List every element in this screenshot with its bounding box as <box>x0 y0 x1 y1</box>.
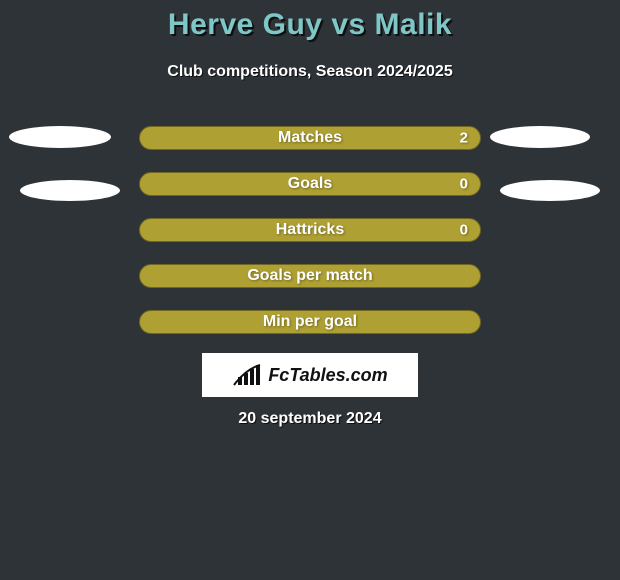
stat-bar-goals: Goals 0 <box>139 172 481 196</box>
player-left-marker <box>20 180 120 201</box>
brand-logo: FcTables.com <box>202 353 418 397</box>
stat-bar-matches: Matches 2 <box>139 126 481 150</box>
bar-chart-icon <box>232 363 262 387</box>
stat-label: Matches <box>140 129 480 147</box>
player-right-marker <box>490 126 590 148</box>
player-right-marker <box>500 180 600 201</box>
stat-value: 2 <box>460 130 468 147</box>
chart-area <box>0 0 620 580</box>
stat-label: Hattricks <box>140 221 480 239</box>
stat-value: 0 <box>460 222 468 239</box>
stat-bar-goals-per-match: Goals per match <box>139 264 481 288</box>
stat-bar-min-per-goal: Min per goal <box>139 310 481 334</box>
page-title: Herve Guy vs Malik <box>0 8 620 42</box>
footer-date: 20 september 2024 <box>0 410 620 428</box>
stat-label: Min per goal <box>140 313 480 331</box>
subtitle: Club competitions, Season 2024/2025 <box>0 63 620 81</box>
stat-label: Goals per match <box>140 267 480 285</box>
stat-value: 0 <box>460 176 468 193</box>
stat-label: Goals <box>140 175 480 193</box>
brand-logo-text: FcTables.com <box>268 365 387 386</box>
stat-bar-hattricks: Hattricks 0 <box>139 218 481 242</box>
player-left-marker <box>9 126 111 148</box>
